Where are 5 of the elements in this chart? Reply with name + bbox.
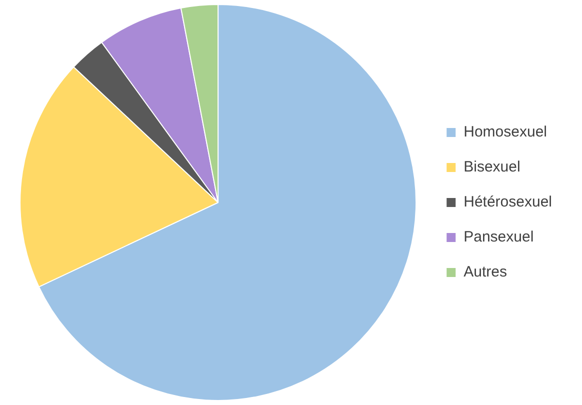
legend-label: Pansexuel <box>464 228 534 246</box>
legend-label: Homosexuel <box>464 124 547 141</box>
legend-label: Hétérosexuel <box>464 194 552 211</box>
legend-label: Autres <box>464 264 507 281</box>
legend-label: Bisexuel <box>464 158 520 176</box>
